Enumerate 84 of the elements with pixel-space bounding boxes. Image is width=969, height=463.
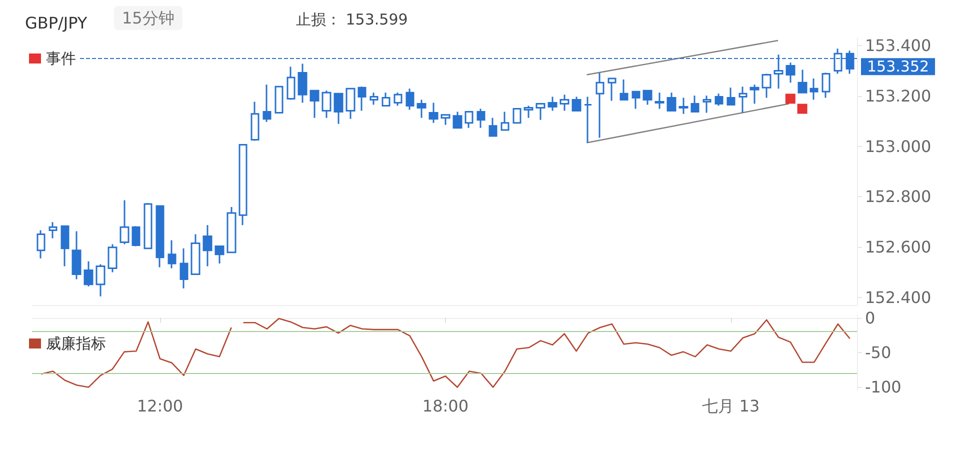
- candlestick: [738, 86, 748, 114]
- candlestick: [750, 84, 760, 104]
- candlestick: [60, 225, 70, 267]
- candlestick: [214, 246, 224, 264]
- candlestick: [190, 233, 200, 276]
- y-tick-label: -100: [865, 378, 902, 397]
- candlestick: [84, 260, 94, 288]
- candlestick: [168, 240, 176, 269]
- candlestick: [810, 78, 818, 100]
- text: 止损： 153.599: [296, 10, 408, 28]
- chart-subtitle: 15分钟: [122, 8, 174, 28]
- candlestick: [394, 92, 402, 107]
- candlestick: [512, 108, 522, 124]
- candlestick: [202, 224, 212, 267]
- candlestick: [298, 62, 308, 104]
- candlestick: [726, 86, 736, 106]
- candlestick: [666, 92, 676, 112]
- candlestick: [132, 225, 140, 248]
- candlestick: [488, 117, 498, 137]
- candlestick: [762, 73, 772, 98]
- candlestick: [702, 94, 712, 114]
- candlestick: [608, 78, 616, 102]
- candlestick: [536, 102, 546, 121]
- y-tick-label: 152.400: [865, 288, 932, 307]
- candlestick: [226, 206, 236, 254]
- y-tick-label: 152.800: [865, 187, 932, 206]
- candlestick: [560, 94, 570, 112]
- candlestick: [286, 66, 296, 100]
- candlestick: [428, 102, 438, 124]
- candlestick: [310, 90, 320, 119]
- candlestick: [334, 92, 344, 125]
- candlestick: [786, 62, 796, 84]
- y-tick-label: 0: [865, 308, 876, 328]
- candlestick: [572, 96, 582, 112]
- candlestick: [120, 199, 130, 246]
- candlestick: [584, 96, 592, 144]
- candlestick: [406, 88, 414, 111]
- candlestick: [180, 248, 188, 290]
- y-tick-label: -50: [865, 343, 892, 362]
- candlestick: [464, 111, 474, 129]
- candlestick: [690, 94, 700, 113]
- candlestick: [678, 96, 688, 115]
- candlestick: [322, 90, 332, 119]
- candlestick: [642, 90, 652, 106]
- y-tick-label: 152.600: [865, 238, 932, 257]
- candlestick: [156, 205, 164, 268]
- candlestick: [596, 72, 604, 138]
- chart-title: GBP/JPY: [25, 14, 88, 32]
- candlestick: [358, 86, 366, 112]
- candlestick: [262, 84, 272, 123]
- y-tick-label: 153.400: [865, 36, 932, 56]
- x-tick-label: 18:00: [422, 396, 469, 416]
- candlestick: [416, 98, 426, 119]
- x-tick-label: 七月 13: [702, 396, 760, 416]
- candlestick: [620, 78, 628, 100]
- y-tick-label: 153.000: [865, 136, 932, 156]
- candlestick: [36, 229, 46, 260]
- candlestick: [524, 105, 534, 119]
- candlestick: [96, 263, 106, 298]
- candlestick: [346, 88, 356, 120]
- candlestick: [654, 92, 664, 110]
- candlestick: [548, 96, 558, 112]
- candlestick: [72, 230, 82, 280]
- candlestick: [798, 68, 808, 94]
- x-tick-label: 12:00: [136, 396, 184, 416]
- candlestick: [382, 92, 390, 107]
- candlestick: [452, 111, 462, 129]
- candlestick: [500, 111, 510, 131]
- candlestick: [250, 100, 260, 142]
- candlestick: [370, 92, 378, 106]
- candlestick: [476, 108, 486, 129]
- y-tick-label: 153.200: [865, 86, 932, 106]
- ref-line-label: 153.352: [867, 58, 930, 76]
- candlestick: [108, 244, 118, 274]
- candlestick: [144, 202, 152, 250]
- legend-label: 事件: [46, 50, 76, 68]
- candlestick: [238, 144, 248, 226]
- candlestick: [48, 221, 58, 239]
- candlestick: [440, 114, 450, 126]
- candlestick: [714, 92, 724, 107]
- candlestick: [632, 90, 640, 110]
- candlestick: [822, 72, 830, 98]
- legend-label: 威廉指标: [46, 334, 106, 352]
- candlestick: [274, 86, 284, 114]
